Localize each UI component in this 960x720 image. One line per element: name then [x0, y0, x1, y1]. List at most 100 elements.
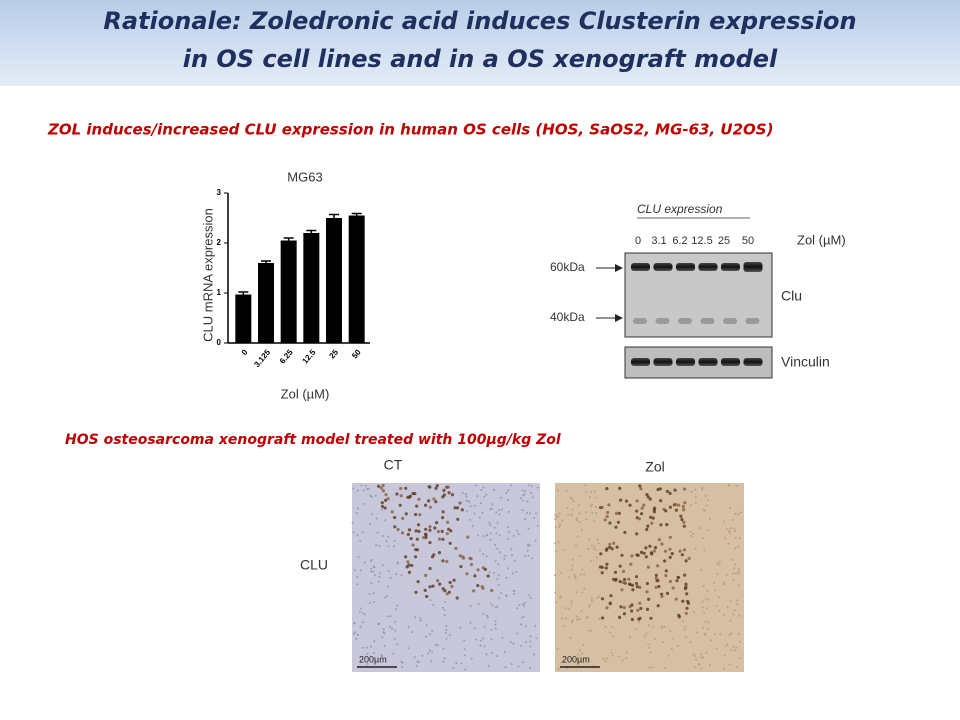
- texture-dot: [383, 645, 386, 647]
- texture-dot: [610, 651, 613, 654]
- texture-dot: [516, 632, 519, 635]
- texture-dot: [739, 511, 742, 514]
- bar: [280, 240, 297, 343]
- texture-dot: [600, 565, 604, 569]
- texture-dot: [427, 652, 430, 655]
- texture-dot: [575, 591, 578, 594]
- texture-dot: [570, 569, 573, 571]
- texture-dot: [506, 567, 509, 570]
- texture-dot: [417, 529, 421, 534]
- texture-dot: [662, 641, 665, 644]
- texture-dot: [394, 629, 397, 632]
- texture-dot: [600, 571, 604, 575]
- texture-dot: [577, 535, 579, 538]
- texture-dot: [732, 645, 735, 648]
- texture-dot: [381, 489, 385, 493]
- blot-band: [700, 318, 715, 324]
- texture-dot: [386, 585, 389, 588]
- texture-dot: [573, 573, 576, 576]
- texture-dot: [646, 565, 651, 569]
- title: Rationale: Zoledronic acid induces Clust…: [103, 7, 856, 35]
- texture-dot: [375, 517, 378, 520]
- texture-dot: [479, 639, 482, 642]
- texture-dot: [436, 644, 439, 647]
- texture-dot: [496, 578, 499, 581]
- texture-dot: [490, 602, 492, 605]
- texture-dot: [635, 509, 639, 513]
- texture-dot: [527, 545, 530, 547]
- texture-dot: [521, 603, 524, 606]
- texture-dot: [493, 571, 496, 574]
- texture-dot: [700, 568, 703, 571]
- texture-dot: [364, 613, 366, 616]
- texture-dot: [605, 606, 609, 610]
- texture-dot: [701, 606, 704, 609]
- texture-dot: [446, 520, 450, 524]
- texture-dot: [353, 569, 356, 571]
- texture-dot: [564, 617, 567, 620]
- texture-dot: [520, 623, 523, 626]
- texture-dot: [416, 660, 419, 663]
- blot-band: [655, 318, 670, 324]
- texture-dot: [634, 628, 637, 631]
- texture-dot: [390, 510, 394, 514]
- texture-dot: [597, 595, 600, 598]
- texture-dot: [645, 527, 649, 532]
- texture-dot: [356, 633, 359, 636]
- x-axis-label: Zol (µM): [281, 386, 330, 401]
- texture-dot: [466, 510, 469, 513]
- texture-dot: [432, 603, 435, 606]
- texture-dot: [464, 654, 467, 657]
- texture-dot: [608, 545, 612, 549]
- texture-dot: [485, 653, 488, 656]
- texture-dot: [608, 521, 612, 525]
- texture-dot: [460, 662, 463, 665]
- texture-dot: [369, 523, 371, 526]
- texture-dot: [705, 607, 708, 610]
- texture-dot: [677, 503, 681, 507]
- texture-dot: [670, 648, 673, 651]
- treatment-label: Zol (µM): [797, 232, 846, 247]
- texture-dot: [707, 627, 710, 630]
- texture-dot: [353, 622, 356, 625]
- texture-dot: [449, 529, 453, 533]
- texture-dot: [576, 519, 579, 522]
- texture-dot: [498, 534, 501, 537]
- texture-dot: [575, 517, 578, 520]
- texture-dot: [526, 550, 529, 552]
- texture-dot: [434, 500, 438, 504]
- texture-dot: [504, 554, 507, 557]
- texture-dot: [393, 637, 396, 640]
- texture-dot: [358, 610, 361, 613]
- texture-dot: [423, 588, 427, 593]
- texture-dot: [489, 508, 492, 511]
- texture-dot: [738, 568, 741, 571]
- texture-dot: [736, 599, 738, 602]
- texture-dot: [729, 506, 731, 509]
- texture-dot: [648, 666, 651, 669]
- texture-dot: [620, 553, 624, 557]
- texture-dot: [593, 545, 596, 548]
- texture-dot: [531, 557, 534, 560]
- texture-dot: [694, 655, 697, 657]
- texture-dot: [464, 493, 467, 496]
- column-label: CT: [384, 457, 403, 473]
- texture-dot: [645, 590, 649, 594]
- texture-dot: [658, 487, 663, 491]
- texture-dot: [536, 486, 539, 489]
- texture-dot: [630, 554, 634, 558]
- texture-dot: [593, 520, 596, 522]
- texture-dot: [365, 646, 368, 649]
- texture-dot: [570, 513, 573, 516]
- texture-dot: [736, 485, 739, 487]
- texture-dot: [511, 572, 514, 575]
- texture-dot: [370, 570, 373, 573]
- texture-dot: [575, 544, 577, 547]
- texture-dot: [657, 538, 662, 542]
- texture-dot: [656, 604, 660, 608]
- texture-dot: [459, 565, 463, 569]
- texture-dot: [407, 495, 411, 499]
- texture-dot: [425, 594, 429, 599]
- blot-title: CLU expression: [637, 202, 723, 216]
- texture-dot: [419, 617, 422, 620]
